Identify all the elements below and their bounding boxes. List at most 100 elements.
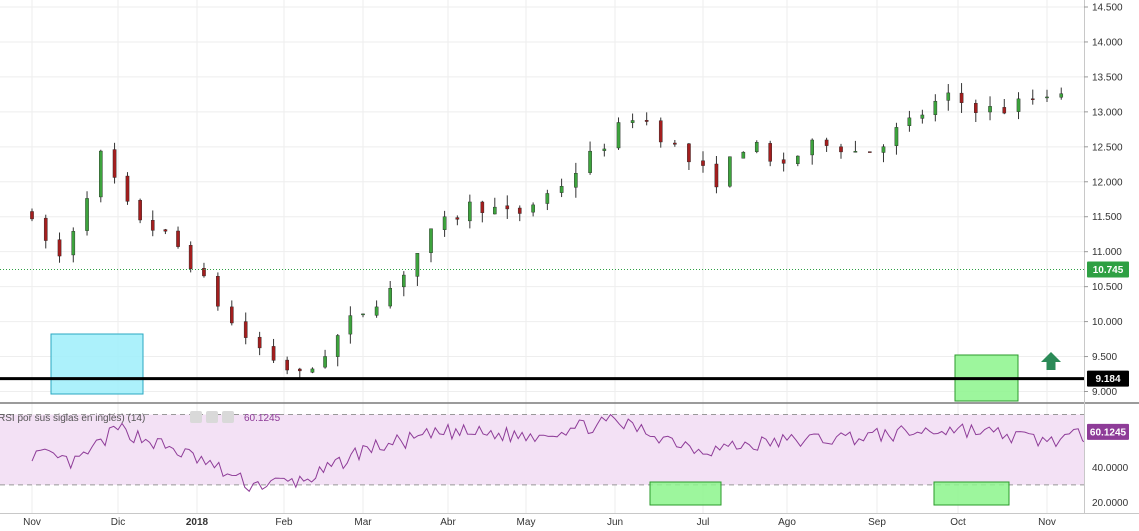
- candle-down: [285, 359, 289, 371]
- candle-up: [630, 120, 635, 123]
- candle-up: [754, 142, 759, 152]
- candle-down: [868, 151, 872, 153]
- candle-down: [480, 201, 485, 213]
- candle-up: [588, 150, 592, 173]
- candle-up: [894, 127, 899, 146]
- candle-up: [616, 122, 621, 149]
- candle-down: [687, 143, 691, 163]
- candle-up: [1016, 98, 1021, 112]
- candle-down: [839, 146, 843, 153]
- candle-up: [429, 228, 433, 253]
- candle-down: [974, 103, 978, 113]
- time-tick-label: 2018: [186, 517, 209, 528]
- candle-up: [348, 315, 353, 335]
- rsi-value-tag: 60.1245: [1087, 423, 1129, 440]
- price-tick-label: 12.500: [1092, 142, 1123, 153]
- candle-up: [310, 368, 315, 373]
- candle-down: [714, 163, 719, 188]
- candle-down: [658, 120, 663, 143]
- axis-price-tags: 10.745 9.184 60.1245: [1087, 261, 1129, 440]
- rsi-axis-labels[interactable]: 40.0000 20.0000: [1092, 463, 1129, 509]
- time-tick-label: Mar: [354, 517, 372, 528]
- rsi-band-area: [0, 414, 1084, 486]
- candle-up: [531, 204, 535, 213]
- candle-down: [188, 245, 193, 269]
- eye-icon[interactable]: [190, 411, 202, 423]
- candle-down: [125, 175, 130, 202]
- price-tick-label: 9.500: [1092, 352, 1117, 363]
- price-tick-label: 14.500: [1092, 2, 1123, 13]
- candle-down: [216, 276, 220, 307]
- rsi-band-fill: [0, 414, 1084, 485]
- price-tick-label: 10.000: [1092, 317, 1123, 328]
- time-tick-label: Abr: [440, 517, 456, 528]
- green-up-arrow-icon: [1041, 352, 1061, 370]
- highlight-box-rsi-oct[interactable]: [933, 481, 1010, 506]
- candlestick-series: [30, 83, 1064, 380]
- close-icon[interactable]: [222, 411, 234, 423]
- time-tick-label: Sep: [868, 517, 886, 528]
- candle-up: [545, 193, 550, 204]
- candle-up: [71, 231, 76, 256]
- last-price-tag: 10.745: [1087, 261, 1129, 278]
- time-axis-labels[interactable]: Nov Dic 2018 Feb Mar Abr May Jun Jul Ago Sep Oct Nov: [23, 517, 1056, 528]
- candle-down: [229, 306, 234, 324]
- price-tick-label: 13.000: [1092, 107, 1123, 118]
- time-tick-label: Feb: [275, 517, 293, 528]
- candle-up: [853, 151, 858, 153]
- candle-down: [644, 120, 649, 122]
- candle-down: [176, 230, 180, 247]
- candle-up: [810, 139, 814, 156]
- candle-up: [881, 146, 886, 153]
- price-tick-label: 14.000: [1092, 37, 1123, 48]
- highlight-box-nov[interactable]: [50, 333, 144, 395]
- candle-up: [559, 186, 564, 193]
- price-pane-background: [0, 0, 1084, 402]
- gear-icon[interactable]: [206, 411, 218, 423]
- price-axis-labels[interactable]: 14.500 14.000 13.500 13.000 12.500 12.000 11.5…: [1084, 2, 1123, 398]
- candle-down: [673, 142, 677, 145]
- time-tick-label: Nov: [1038, 517, 1056, 528]
- candle-up: [933, 100, 938, 115]
- price-tick-label: 12.000: [1092, 177, 1123, 188]
- price-tick-label: 10.500: [1092, 282, 1123, 293]
- candle-up: [988, 106, 992, 113]
- candle-up: [920, 114, 925, 119]
- time-tick-label: Nov: [23, 517, 41, 528]
- time-tick-label: Ago: [778, 517, 796, 528]
- candle-down: [959, 92, 964, 103]
- time-tick-label: Jul: [697, 517, 710, 528]
- candle-up: [85, 198, 89, 231]
- candle-down: [455, 217, 460, 220]
- rsi-title: RSI por sus siglas en inglés) (14): [0, 413, 145, 424]
- candle-up: [907, 117, 912, 126]
- price-tick-label: 9.000: [1092, 387, 1117, 398]
- candle-down: [202, 268, 206, 277]
- reference-lines: [0, 269, 1084, 381]
- highlight-box-rsi-jul[interactable]: [649, 481, 722, 506]
- candle-down: [57, 239, 62, 257]
- candle-down: [701, 160, 705, 166]
- price-tick-label: 13.500: [1092, 72, 1123, 83]
- svg-text:9.184: 9.184: [1095, 374, 1120, 385]
- rsi-legend-value: 60.1245: [244, 413, 281, 424]
- candle-up: [1059, 93, 1064, 98]
- candle-up: [796, 155, 800, 164]
- horizontal-gridlines: [0, 6, 1084, 393]
- candle-down: [163, 229, 168, 232]
- candle-down: [781, 159, 786, 164]
- candle-up: [374, 306, 379, 316]
- candle-down: [257, 336, 262, 349]
- candle-up: [402, 274, 406, 288]
- candle-down: [243, 321, 248, 338]
- rsi-tick-label: 40.0000: [1092, 463, 1129, 474]
- candle-up: [741, 151, 746, 159]
- candle-down: [505, 205, 510, 210]
- rsi-line-group: [31, 413, 1084, 493]
- rsi-legend-buttons[interactable]: [190, 411, 234, 423]
- candle-down: [1030, 98, 1035, 100]
- candle-up: [98, 150, 103, 198]
- time-tick-label: May: [517, 517, 536, 528]
